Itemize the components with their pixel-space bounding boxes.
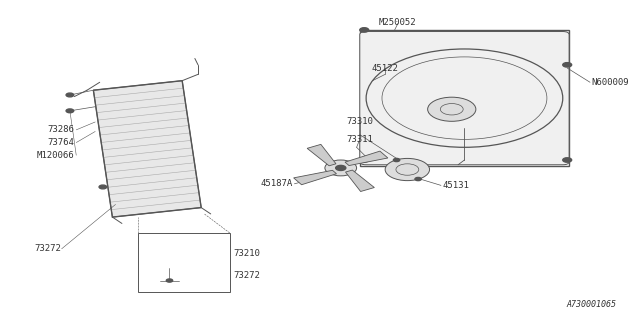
- Circle shape: [394, 158, 400, 162]
- Circle shape: [428, 97, 476, 121]
- Circle shape: [66, 109, 74, 113]
- Circle shape: [99, 185, 107, 189]
- Text: 45131: 45131: [442, 181, 469, 190]
- Circle shape: [563, 158, 572, 162]
- Circle shape: [360, 158, 369, 162]
- Circle shape: [66, 93, 74, 97]
- Text: 73210: 73210: [233, 249, 260, 258]
- Text: 73764: 73764: [47, 138, 74, 147]
- Text: 73272: 73272: [233, 271, 260, 280]
- Text: 73310: 73310: [346, 117, 373, 126]
- Circle shape: [385, 158, 429, 180]
- Text: 45187A: 45187A: [261, 179, 293, 188]
- Polygon shape: [294, 170, 337, 185]
- Circle shape: [360, 28, 369, 32]
- Text: A730001065: A730001065: [566, 300, 617, 309]
- Circle shape: [415, 178, 421, 180]
- Polygon shape: [345, 151, 388, 165]
- Bar: [138, 233, 230, 292]
- Bar: [360, 30, 569, 166]
- Text: 73272: 73272: [35, 244, 61, 253]
- Polygon shape: [346, 170, 374, 191]
- Text: N600009: N600009: [591, 78, 629, 87]
- Circle shape: [563, 63, 572, 67]
- Text: 73286: 73286: [47, 125, 74, 134]
- Text: M250052: M250052: [379, 18, 417, 27]
- Polygon shape: [307, 144, 336, 166]
- Text: M120066: M120066: [36, 151, 74, 160]
- FancyBboxPatch shape: [360, 32, 569, 165]
- Text: 45122: 45122: [372, 63, 399, 73]
- Polygon shape: [93, 81, 201, 217]
- Circle shape: [166, 279, 173, 282]
- Text: 73311: 73311: [346, 135, 373, 144]
- Circle shape: [325, 160, 356, 176]
- Circle shape: [335, 165, 346, 171]
